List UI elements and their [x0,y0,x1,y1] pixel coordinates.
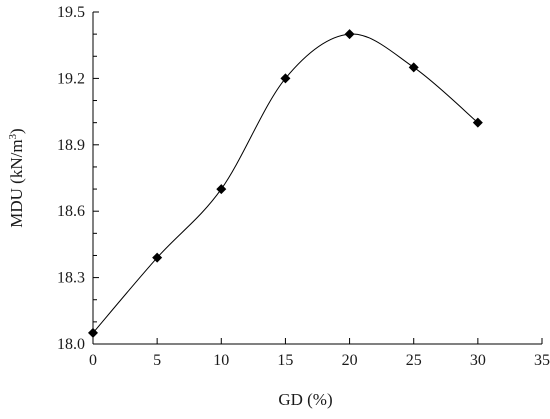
data-point-marker [280,73,291,84]
x-tick-label: 10 [213,352,229,369]
data-point-marker [408,62,419,73]
y-tick-label: 19.2 [57,70,85,87]
x-tick-label: 5 [153,352,161,369]
x-axis-title: GD (%) [278,390,332,409]
x-tick-label: 35 [534,352,550,369]
data-point-marker [216,184,227,195]
y-tick-label: 19.5 [57,4,85,21]
data-point-marker [152,252,163,263]
y-tick-label: 18.9 [57,137,85,154]
y-tick-label: 18.6 [57,203,85,220]
y-tick-label: 18.3 [57,270,85,287]
axes [92,11,543,345]
x-tick-label: 20 [342,352,358,369]
data-point-marker [88,327,98,338]
x-tick-label: 30 [470,352,486,369]
y-tick-label: 18.0 [57,336,85,353]
data-point-marker [344,29,355,40]
marker-layer [88,29,483,338]
x-tick-label: 15 [277,352,293,369]
x-tick-label: 25 [406,352,422,369]
data-point-marker [472,117,483,128]
x-tick-label: 0 [89,352,97,369]
y-axis-title: MDU (kN/m3) [7,128,26,227]
label-layer: 18.0 18.3 18.6 18.9 19.2 19.5 0 5 10 15 20 25 30 35 GD… [7,4,550,409]
